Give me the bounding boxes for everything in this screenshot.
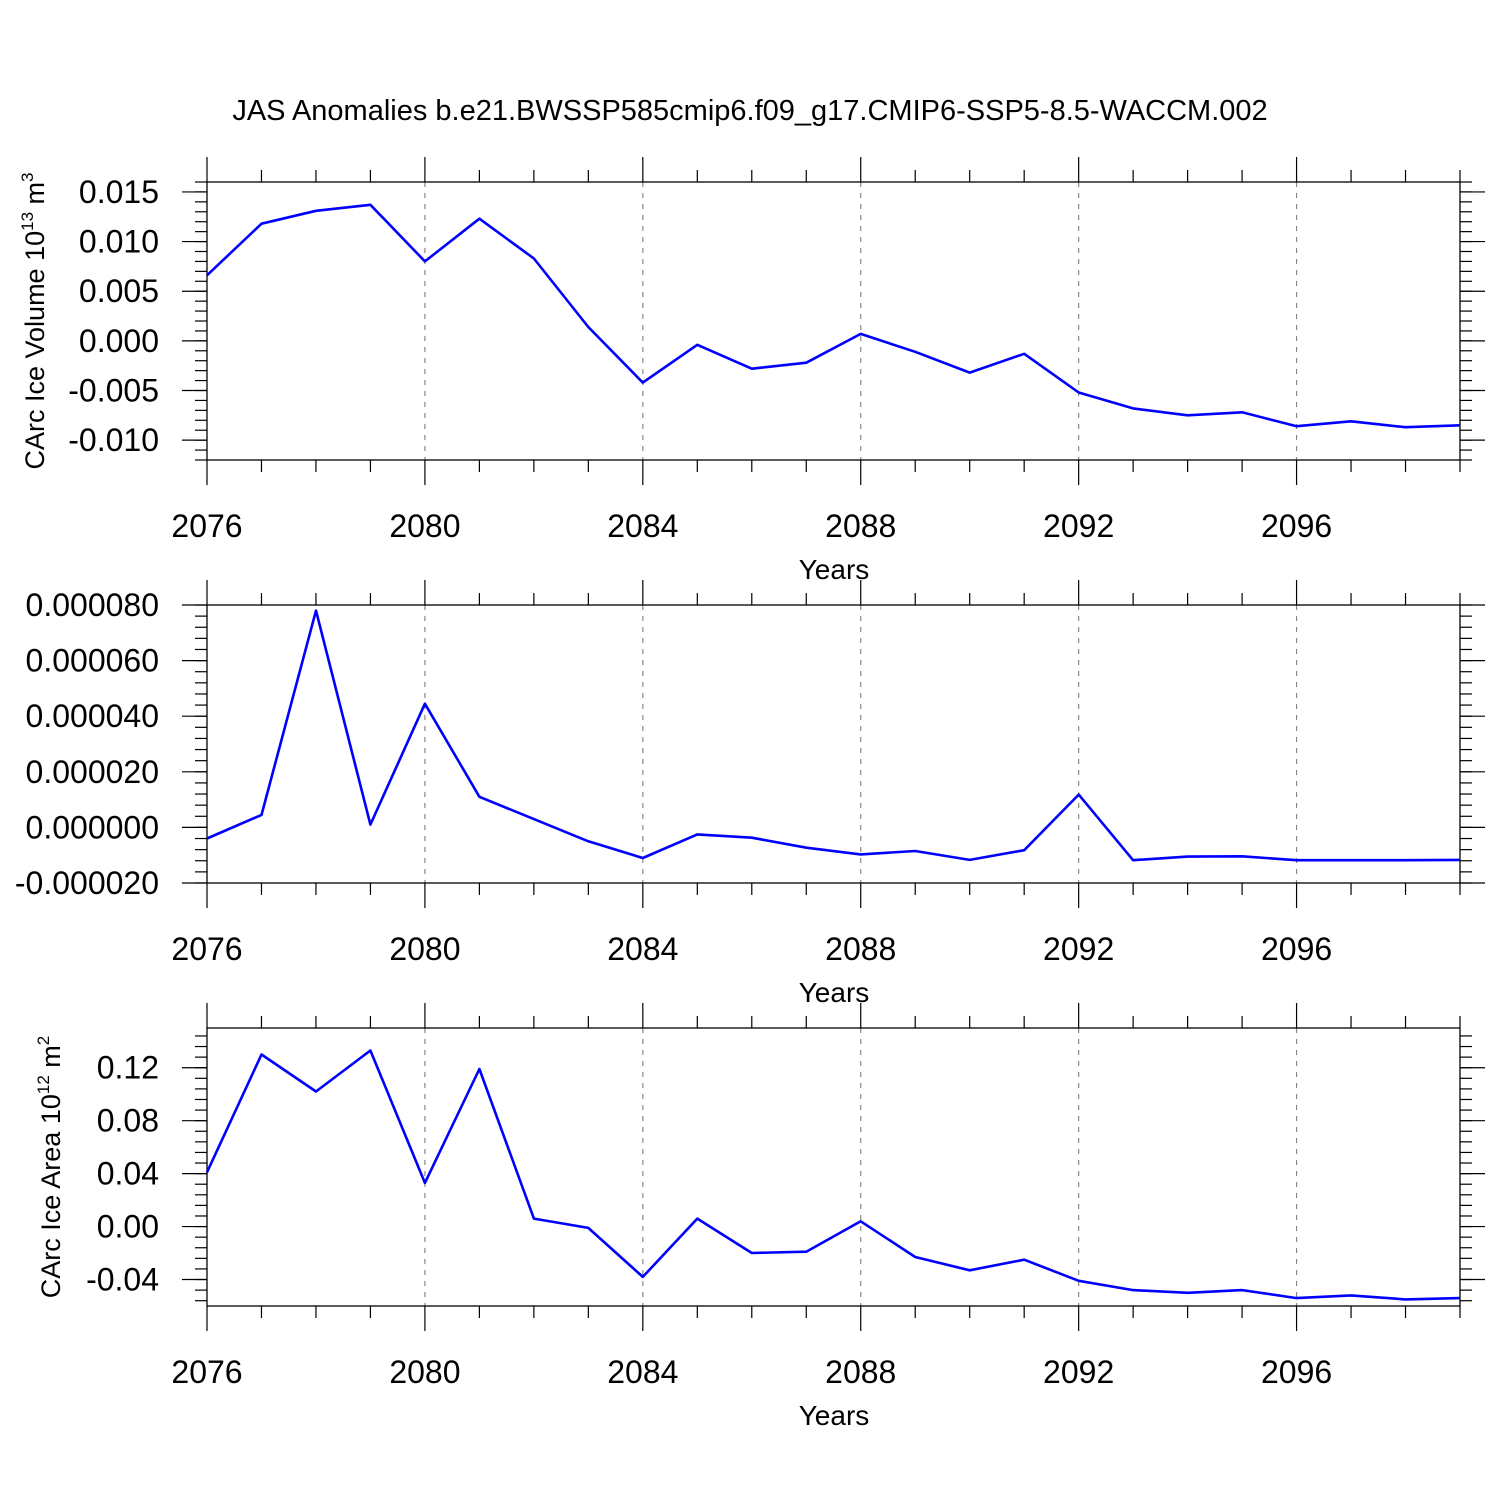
y-tick-label: 0.000040 [26, 698, 159, 734]
panel-1: 0.015 0.010 0.005 0.000 -0.005 -0.010 2076 2080… [18, 157, 1485, 585]
y-axis-label-exponent: 13 [18, 212, 37, 231]
x-tick-label: 2076 [171, 1354, 242, 1390]
y-tick-label: 0.000080 [26, 587, 159, 623]
y-tick-label: 0.015 [79, 174, 159, 210]
y-axis-label-unit: m [20, 182, 50, 212]
y-tick-label: 0.010 [79, 224, 159, 260]
x-tick-label: 2088 [825, 1354, 896, 1390]
panel-3: 0.12 0.08 0.04 0.00 -0.04 2076 2080 2084 2088 209… [34, 1003, 1485, 1431]
x-axis-label: Years [799, 1400, 870, 1431]
y-axis-label-unit-exponent: 2 [34, 1036, 53, 1045]
plot-frame [206, 604, 1461, 884]
x-tick-label: 2092 [1043, 931, 1114, 967]
y-tick-label: -0.010 [68, 422, 159, 458]
series-line [206, 203, 1461, 429]
x-tick-label: 2088 [825, 931, 896, 967]
y-axis-label-text: CArc Ice Area 10 [36, 1094, 66, 1298]
x-tick-label: 2096 [1261, 508, 1332, 544]
x-tick-label: 2092 [1043, 1354, 1114, 1390]
figure-title: JAS Anomalies b.e21.BWSSP585cmip6.f09_g1… [232, 95, 1267, 127]
y-tick-label: -0.005 [68, 373, 159, 409]
x-tick-label: 2084 [607, 931, 678, 967]
y-tick-label: 0.005 [79, 273, 159, 309]
y-tick-label: 0.000000 [26, 809, 159, 845]
panel-2: 0.000080 0.000060 0.000040 0.000020 0.000000… [15, 580, 1485, 1008]
x-tick-label: 2076 [171, 508, 242, 544]
plot-frame [206, 1027, 1461, 1307]
x-tick-label: 2076 [171, 931, 242, 967]
y-axis-label: CArc Ice Area 1012 m2 [34, 1036, 66, 1299]
y-tick-label: 0.04 [97, 1156, 159, 1192]
x-tick-label: 2080 [389, 931, 460, 967]
y-axis-label-unit-exponent: 3 [18, 172, 37, 181]
series-line [205, 1049, 1461, 1301]
y-tick-label: 0.000060 [26, 643, 159, 679]
y-axis-label-text: CArc Ice Volume 10 [20, 231, 50, 470]
x-tick-label: 2080 [389, 508, 460, 544]
x-tick-label: 2088 [825, 508, 896, 544]
y-axis-label-exponent: 12 [34, 1075, 53, 1094]
x-tick-label: 2092 [1043, 508, 1114, 544]
y-axis-label: CArc Ice Volume 1013 m3 [18, 172, 50, 469]
y-tick-label: 0.12 [97, 1050, 159, 1086]
y-tick-label: -0.04 [86, 1262, 159, 1298]
x-tick-label: 2096 [1261, 931, 1332, 967]
x-axis-label: Years [799, 977, 870, 1008]
y-tick-label: 0.00 [97, 1209, 159, 1245]
y-axis-label-unit: m [36, 1045, 66, 1075]
x-tick-label: 2096 [1261, 1354, 1332, 1390]
x-tick-label: 2080 [389, 1354, 460, 1390]
y-tick-label: -0.000020 [15, 865, 159, 901]
y-tick-label: 0.000 [79, 323, 159, 359]
y-tick-label: 0.000020 [26, 754, 159, 790]
x-axis-label: Years [799, 554, 870, 585]
y-tick-label: 0.08 [97, 1103, 159, 1139]
series-line [206, 609, 1461, 862]
x-tick-label: 2084 [607, 508, 678, 544]
x-tick-label: 2084 [607, 1354, 678, 1390]
